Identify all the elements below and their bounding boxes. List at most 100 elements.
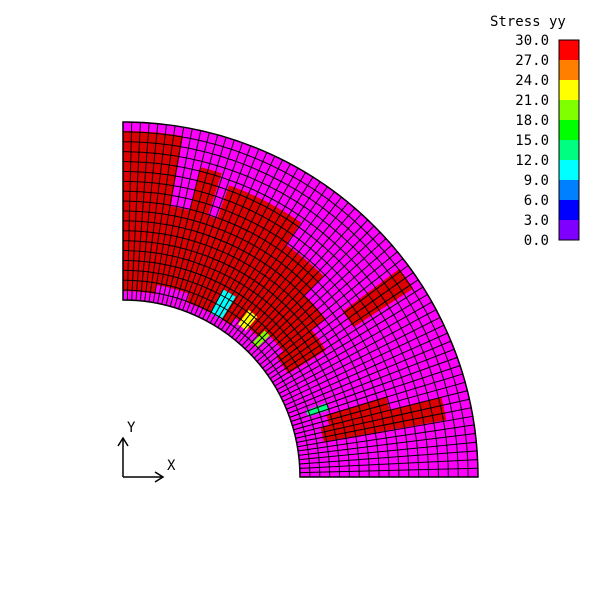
mesh-spoke-line — [269, 279, 419, 380]
transition-stress-patch — [238, 310, 258, 331]
legend-color-swatch — [559, 220, 579, 240]
mesh-spoke-line — [144, 124, 167, 302]
mesh-spoke-line — [139, 123, 159, 301]
legend-level-label: 6.0 — [524, 193, 549, 209]
high-stress-region — [186, 185, 302, 325]
transition-stress-patch — [306, 403, 329, 417]
mesh-spoke-line — [264, 265, 409, 372]
axis-triad: Y X — [117, 420, 176, 483]
mesh-outline — [122, 121, 479, 478]
legend-level-label: 21.0 — [515, 93, 549, 109]
mesh-spoke-line — [284, 332, 448, 406]
mesh-spoke-line — [202, 159, 284, 320]
mesh-spoke-line — [220, 181, 321, 331]
legend-color-swatch — [559, 120, 579, 140]
mesh-spoke-line — [299, 467, 478, 474]
mesh-spoke-line — [209, 167, 299, 324]
mesh-spoke-line — [276, 301, 433, 391]
y-axis-label: Y — [127, 420, 136, 436]
legend-level-label: 15.0 — [515, 133, 549, 149]
y-arrow-head — [117, 436, 129, 447]
x-arrow-head — [154, 471, 165, 483]
mesh-spoke-line — [296, 407, 472, 443]
legend-color-swatch — [559, 80, 579, 100]
legend-color-swatch — [559, 160, 579, 180]
mesh-spoke-line — [205, 163, 291, 322]
high-stress-region — [320, 397, 447, 442]
mesh-spoke-line — [299, 459, 478, 469]
mesh-spoke-line — [253, 238, 387, 359]
mesh-spoke-line — [228, 191, 335, 336]
mesh-spoke-line — [198, 155, 276, 318]
legend-level-label: 0.0 — [524, 233, 549, 249]
mesh-spoke-line — [295, 398, 470, 439]
mesh-spoke-line — [292, 373, 463, 427]
mesh-spoke-line — [272, 286, 424, 383]
legend-color-swatch — [559, 140, 579, 160]
high-stress-region — [183, 167, 222, 241]
mesh-spoke-line — [282, 324, 445, 402]
high-stress-region — [234, 244, 324, 340]
mesh-spoke-line — [294, 390, 468, 435]
mesh-spoke-line — [135, 122, 150, 301]
mesh-spoke-line — [234, 202, 349, 341]
mesh-spoke-line — [157, 128, 193, 304]
legend-color-bar-frame — [558, 39, 580, 241]
mesh-spoke-line — [190, 148, 260, 314]
mesh-spoke-line — [148, 125, 176, 302]
mesh-spoke-line — [244, 219, 369, 350]
mesh-spoke-line — [299, 450, 478, 465]
legend-level-label: 9.0 — [524, 173, 549, 189]
mesh-spoke-line — [213, 172, 306, 326]
mesh-spoke-line — [274, 294, 428, 387]
mesh-spoke-line — [173, 137, 227, 308]
stress-legend: Stress yy 30.0 27.0 24.0 21.0 18.0 15.0 12.0 9.… — [490, 14, 580, 249]
mesh-spoke-line — [267, 272, 414, 376]
mesh-spoke-line — [131, 122, 141, 301]
mesh-spoke-line — [262, 258, 404, 369]
legend-title: Stress yy — [490, 14, 566, 30]
mesh-spoke-line — [293, 381, 466, 431]
finite-element-mesh — [122, 121, 479, 478]
legend-color-swatch — [559, 200, 579, 220]
mesh-spoke-line — [280, 316, 441, 398]
mesh-spoke-line — [287, 348, 455, 414]
legend-level-label: 24.0 — [515, 73, 549, 89]
mesh-spoke-line — [178, 139, 235, 310]
x-axis-label: X — [167, 458, 176, 474]
legend-color-swatch — [559, 40, 579, 60]
mesh-spoke-line — [152, 127, 185, 303]
mesh-spoke-line — [161, 130, 202, 305]
mesh-spoke-line — [298, 433, 476, 456]
mesh-spoke-line — [290, 365, 461, 422]
legend-color-swatch — [559, 60, 579, 80]
mesh-spoke-line — [238, 207, 356, 344]
mesh-spoke-line — [231, 196, 342, 338]
mesh-spoke-line — [194, 152, 268, 316]
legend-labels: 30.0 27.0 24.0 21.0 18.0 15.0 12.0 9.0 6.0 3.0 0.0 — [515, 33, 549, 249]
mesh-grid-lines — [122, 122, 478, 478]
mesh-spoke-line — [182, 142, 244, 311]
mesh-spoke-line — [256, 244, 393, 362]
legend-level-label: 12.0 — [515, 153, 549, 169]
mesh-spoke-line — [259, 251, 398, 366]
legend-color-swatch — [559, 100, 579, 120]
mesh-spoke-line — [297, 415, 473, 448]
mesh-spoke-line — [278, 309, 437, 395]
mesh-spoke-line — [250, 231, 381, 356]
mesh-spoke-line — [169, 134, 219, 307]
high-stress-region — [267, 295, 326, 352]
mesh-spoke-line — [217, 176, 314, 328]
mesh-spoke-line — [299, 441, 477, 461]
mesh-spoke-line — [247, 225, 375, 353]
legend-level-label: 27.0 — [515, 53, 549, 69]
legend-level-label: 3.0 — [524, 213, 549, 229]
mesh-spoke-line — [224, 186, 328, 333]
mesh-spoke-line — [186, 145, 252, 313]
legend-level-label: 30.0 — [515, 33, 549, 49]
legend-level-label: 18.0 — [515, 113, 549, 129]
legend-color-swatch — [559, 180, 579, 200]
mesh-spoke-line — [289, 356, 458, 418]
legend-color-bar — [558, 39, 580, 241]
mesh-spoke-line — [241, 213, 362, 347]
